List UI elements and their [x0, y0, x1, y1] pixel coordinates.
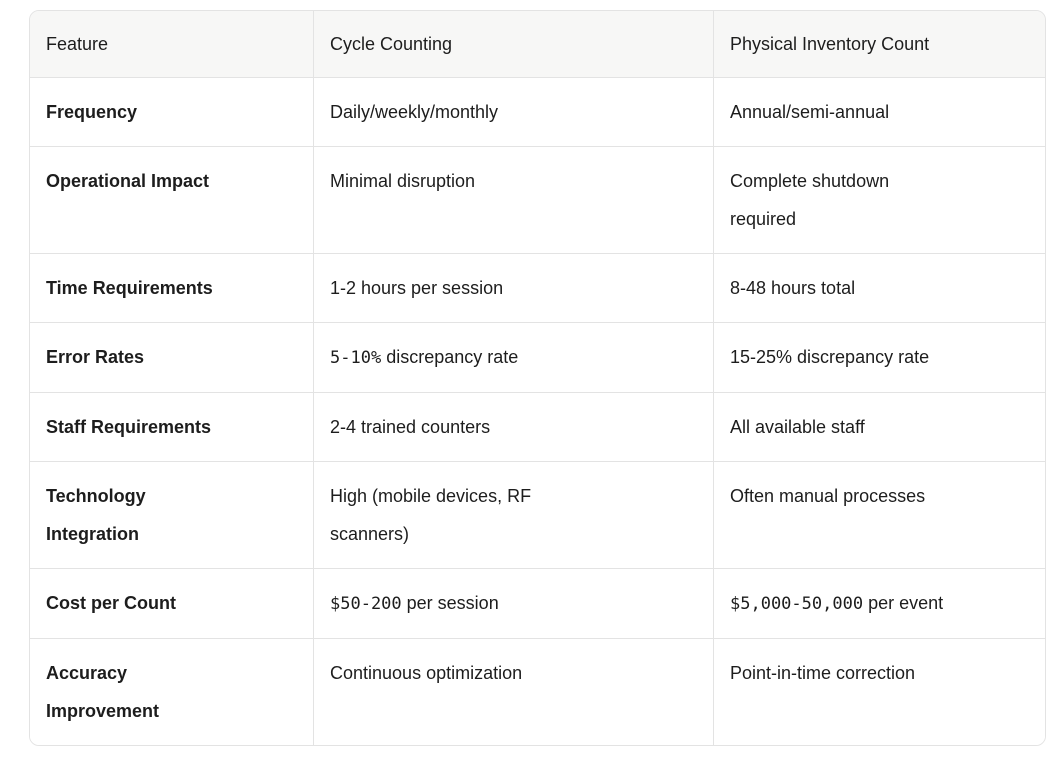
physical-inventory-cell: 15-25% discrepancy rate	[713, 323, 1045, 393]
feature-cell: Technology Integration	[30, 462, 313, 569]
feature-cell: Error Rates	[30, 323, 313, 393]
table-row: Staff Requirements 2-4 trained counters …	[30, 393, 1045, 462]
feature-cell: Staff Requirements	[30, 393, 313, 462]
cycle-counting-cell: 1-2 hours per session	[313, 254, 713, 323]
physical-inventory-cell: Point-in-time correction	[713, 639, 1045, 745]
feature-cell: Cost per Count	[30, 569, 313, 639]
physical-inventory-cell: All available staff	[713, 393, 1045, 462]
table-row: Error Rates 5-10% discrepancy rate 15-25…	[30, 323, 1045, 393]
feature-cell: Frequency	[30, 78, 313, 147]
table-row: Time Requirements 1-2 hours per session …	[30, 254, 1045, 323]
cycle-counting-cell: Daily/weekly/monthly	[313, 78, 713, 147]
cycle-counting-cell: 5-10% discrepancy rate	[313, 323, 713, 393]
cycle-counting-cell: Minimal disruption	[313, 147, 713, 254]
physical-inventory-cell: Often manual processes	[713, 462, 1045, 569]
table-row: Accuracy Improvement Continuous optimiza…	[30, 639, 1045, 745]
column-header-cycle-counting: Cycle Counting	[313, 11, 713, 78]
table-header-row: Feature Cycle Counting Physical Inventor…	[30, 11, 1045, 78]
cell-text: discrepancy rate	[381, 347, 519, 367]
physical-inventory-cell: Annual/semi-annual	[713, 78, 1045, 147]
table-row: Cost per Count $50-200 per session $5,00…	[30, 569, 1045, 639]
comparison-table: Feature Cycle Counting Physical Inventor…	[29, 10, 1046, 746]
inline-code: 5-10%	[330, 348, 382, 368]
cycle-counting-cell: 2-4 trained counters	[313, 393, 713, 462]
cell-text: per session	[401, 593, 499, 613]
physical-inventory-cell: 8-48 hours total	[713, 254, 1045, 323]
column-header-physical-inventory-count: Physical Inventory Count	[713, 11, 1045, 78]
inline-code: $50-200	[330, 594, 402, 614]
inline-code: $5,000-50,000	[730, 594, 864, 614]
cycle-counting-cell: $50-200 per session	[313, 569, 713, 639]
cell-text: per event	[863, 593, 944, 613]
table-row: Operational Impact Minimal disruption Co…	[30, 147, 1045, 254]
feature-cell: Operational Impact	[30, 147, 313, 254]
cycle-vs-physical-count-table: Feature Cycle Counting Physical Inventor…	[30, 11, 1045, 745]
table-row: Technology Integration High (mobile devi…	[30, 462, 1045, 569]
feature-cell: Accuracy Improvement	[30, 639, 313, 745]
physical-inventory-cell: Complete shutdown required	[713, 147, 1045, 254]
physical-inventory-cell: $5,000-50,000 per event	[713, 569, 1045, 639]
feature-cell: Time Requirements	[30, 254, 313, 323]
table-row: Frequency Daily/weekly/monthly Annual/se…	[30, 78, 1045, 147]
cycle-counting-cell: High (mobile devices, RF scanners)	[313, 462, 713, 569]
column-header-feature: Feature	[30, 11, 313, 78]
cycle-counting-cell: Continuous optimization	[313, 639, 713, 745]
